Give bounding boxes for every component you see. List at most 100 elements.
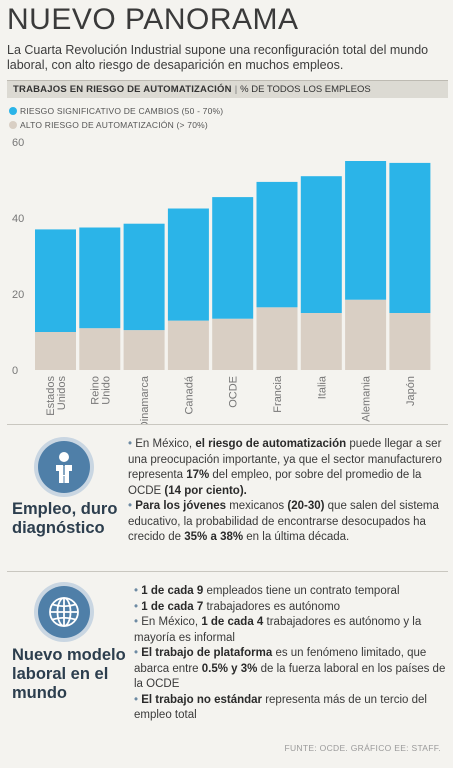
x-tick-label: OCDE <box>228 376 240 408</box>
section2-bullets: • 1 de cada 9 empleados tiene un contrat… <box>134 584 446 724</box>
bar-segment-significant-risk <box>300 176 342 313</box>
section1-title-line2: diagnóstico <box>12 519 105 537</box>
bar-segment-high-risk <box>300 313 342 370</box>
bar-segment-significant-risk <box>345 161 387 300</box>
x-tick-label: Italia <box>316 375 328 399</box>
bullet-bold-text: 1 de cada 4 <box>201 616 264 628</box>
bar-segment-significant-risk <box>35 229 76 332</box>
bar-segment-high-risk <box>167 320 209 370</box>
section-divider <box>7 571 448 572</box>
section2-title-line2: laboral en el <box>12 665 109 683</box>
bar-segment-significant-risk <box>167 208 209 321</box>
bullet-text: que salen del sistema educativo, la prob… <box>128 500 439 543</box>
x-tick-label: Japón <box>405 376 417 406</box>
bar-segment-significant-risk <box>256 181 298 308</box>
source-footer: FUNTE: OCDE. GRÁFICO EE: STAFF. <box>284 743 441 753</box>
bullet-item: • El trabajo no estándar representa más … <box>134 693 446 724</box>
bar-segment-high-risk <box>389 313 431 370</box>
x-tick-label-line: Estados <box>45 376 57 416</box>
bar-segment-high-risk <box>79 328 121 370</box>
bullet-item: • Para los jóvenes mexicanos (20-30) que… <box>128 499 446 546</box>
y-tick-label: 40 <box>12 213 24 225</box>
bullet-text: representa más de un tercio del empleo t… <box>134 693 427 722</box>
legend-label-significant: RIESGO SIGNIFICATIVO DE CAMBIOS (50 - 70… <box>20 106 224 116</box>
page-title: NUEVO PANORAMA <box>7 3 299 36</box>
bullet-text: mexicanos <box>226 500 288 512</box>
bullet-bold-text: 0.5% y 3% <box>201 662 258 675</box>
bar-segment-significant-risk <box>389 162 431 313</box>
bullet-bold-text: El trabajo de plataforma <box>141 647 273 659</box>
bullet-marker: • <box>134 693 142 706</box>
x-tick-label-line: Canadá <box>183 375 195 414</box>
bullet-bold-text: 1 de cada 7 <box>141 600 204 613</box>
x-tick-label-line: Dinamarca <box>139 375 151 425</box>
section1-title: Empleo, duro diagnóstico <box>12 500 117 538</box>
bar-segment-significant-risk <box>212 197 254 319</box>
x-tick-label-line: Reino <box>89 376 101 405</box>
y-tick-label: 0 <box>12 365 18 377</box>
bullet-marker: • <box>134 600 142 613</box>
x-tick-label: Reino Unido <box>89 376 112 405</box>
x-tick-label-line: Japón <box>405 376 417 406</box>
page-subtitle: La Cuarta Revolución Industrial supone u… <box>7 43 429 72</box>
bar-segment-high-risk <box>345 299 387 370</box>
bullet-text: En México, <box>135 438 196 450</box>
bullet-marker: • <box>134 585 142 597</box>
bullet-marker: • <box>134 647 142 659</box>
bullet-text: es un fenómeno limitado, que abarca entr… <box>134 647 427 675</box>
section1-title-line1: Empleo, duro <box>12 500 118 518</box>
chart-header-title: TRABAJOS EN RIESGO DE AUTOMATIZACIÓN <box>13 84 232 95</box>
bullet-bold-text: el riesgo de automatización <box>195 438 347 450</box>
bullet-text: trabajadores es autónomo y la mayoría es… <box>134 616 422 644</box>
globe-icon <box>33 581 95 648</box>
x-tick-label-line: Italia <box>316 375 328 399</box>
bullet-item: • En México, el riesgo de automatización… <box>128 437 446 499</box>
bullet-marker: • <box>134 616 142 628</box>
bar-segment-high-risk <box>256 307 298 370</box>
section2-title-line3: mundo <box>12 684 67 702</box>
worker-icon <box>33 436 95 503</box>
bullet-marker: • <box>128 500 136 512</box>
bullet-bold-text: 17% <box>186 469 210 481</box>
bullet-text: del empleo, por sobre del promedio de la… <box>128 469 422 497</box>
x-tick-label: Francia <box>272 375 284 413</box>
legend-label-high: ALTO RIESGO DE AUTOMATIZACIÓN (> 70%) <box>20 120 208 130</box>
legend-swatch-significant <box>9 107 17 115</box>
legend-swatch-high <box>9 121 17 129</box>
legend-item-high: ALTO RIESGO DE AUTOMATIZACIÓN (> 70%) <box>9 120 208 130</box>
x-tick-label: Dinamarca <box>139 375 151 425</box>
bullet-text: de la fuerza laboral en los países de la… <box>134 662 446 691</box>
bullet-marker: • <box>128 438 136 450</box>
bullet-bold-text: El trabajo no estándar <box>141 693 263 706</box>
bar-segment-significant-risk <box>123 223 165 331</box>
automation-risk-chart: 0 20 40 60 Estados Unidos Reino Unido Dinamarca C… <box>12 137 431 425</box>
bar-segment-significant-risk <box>79 227 121 329</box>
bar-segment-high-risk <box>123 330 165 370</box>
bullet-bold-text: (20-30) <box>287 500 325 512</box>
bullet-item: • 1 de cada 9 empleados tiene un contrat… <box>134 584 446 600</box>
bar-segment-high-risk <box>212 318 254 370</box>
x-tick-label: Canadá <box>183 375 195 414</box>
legend-item-significant: RIESGO SIGNIFICATIVO DE CAMBIOS (50 - 70… <box>9 106 223 116</box>
bullet-bold-text: (14 por ciento). <box>164 484 247 497</box>
bullet-item: • El trabajo de plataforma es un fenómen… <box>134 646 446 693</box>
x-tick-label-line: Francia <box>272 375 284 413</box>
x-tick-label-line: OCDE <box>228 376 240 408</box>
bar-segment-high-risk <box>35 332 76 370</box>
y-tick-label: 20 <box>12 289 24 301</box>
section1-bullets: • En México, el riesgo de automatización… <box>128 437 446 546</box>
bullet-item: • 1 de cada 7 trabajadores es autónomo <box>134 600 446 616</box>
x-tick-label-line: Unidos <box>56 376 68 411</box>
bullet-bold-text: 35% a 38% <box>184 531 244 543</box>
section2-title-line1: Nuevo modelo <box>12 646 126 664</box>
chart-header-unit: % DE TODOS LOS EMPLEOS <box>240 84 371 95</box>
bullet-text: En México, <box>141 616 202 628</box>
section-divider <box>7 424 448 425</box>
x-tick-label: Alemania <box>361 375 373 422</box>
x-tick-label-line: Unido <box>100 376 112 405</box>
bullet-item: • En México, 1 de cada 4 trabajadores es… <box>134 615 446 646</box>
bullet-text: puede llegar a ser una preocupación impo… <box>128 438 442 481</box>
bullet-bold-text: Para los jóvenes <box>135 500 227 512</box>
bullet-text: empleados tiene un contrato temporal <box>203 585 400 597</box>
section2-title: Nuevo modelo laboral en el mundo <box>12 646 126 703</box>
